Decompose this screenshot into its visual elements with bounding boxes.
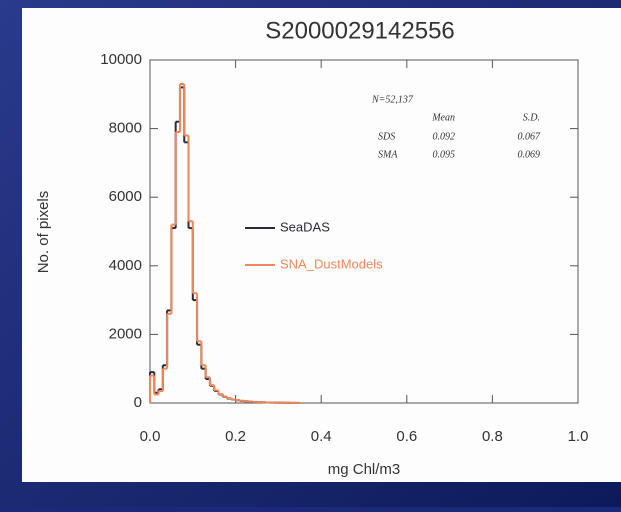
y-tick-label: 2000 bbox=[109, 325, 142, 342]
y-tick-label: 0 bbox=[134, 394, 142, 411]
y-axis-label: No. of pixels bbox=[35, 191, 52, 274]
y-tick-label: 8000 bbox=[109, 120, 142, 137]
x-tick-label: 0.8 bbox=[482, 428, 503, 445]
x-tick-label: 0.0 bbox=[140, 428, 161, 445]
annotation-cell: 0.067 bbox=[518, 131, 542, 142]
annotation-cell: 0.069 bbox=[518, 149, 541, 160]
legend-label: SNA_DustModels bbox=[280, 256, 383, 271]
annotation-header: S.D. bbox=[523, 112, 540, 123]
annotation-cell: 0.092 bbox=[433, 131, 456, 142]
annotation-cell: SDS bbox=[378, 131, 395, 142]
annotation-cell: SMA bbox=[378, 149, 398, 160]
chart-title: S2000029142556 bbox=[265, 17, 455, 44]
y-tick-label: 4000 bbox=[109, 257, 142, 274]
annotation-header: Mean bbox=[431, 112, 455, 123]
x-tick-label: 1.0 bbox=[568, 428, 589, 445]
y-tick-label: 10000 bbox=[100, 51, 142, 68]
x-tick-label: 0.4 bbox=[311, 428, 332, 445]
plot-frame bbox=[149, 59, 579, 404]
legend-label: SeaDAS bbox=[280, 219, 330, 234]
x-axis-label: mg Chl/m3 bbox=[328, 461, 401, 478]
chart-panel bbox=[22, 8, 621, 482]
x-tick-label: 0.6 bbox=[396, 428, 417, 445]
annotation-cell: 0.095 bbox=[433, 149, 456, 160]
y-tick-label: 6000 bbox=[109, 188, 142, 205]
annotation-n: N=52,137 bbox=[371, 94, 414, 105]
x-tick-label: 0.2 bbox=[225, 428, 246, 445]
